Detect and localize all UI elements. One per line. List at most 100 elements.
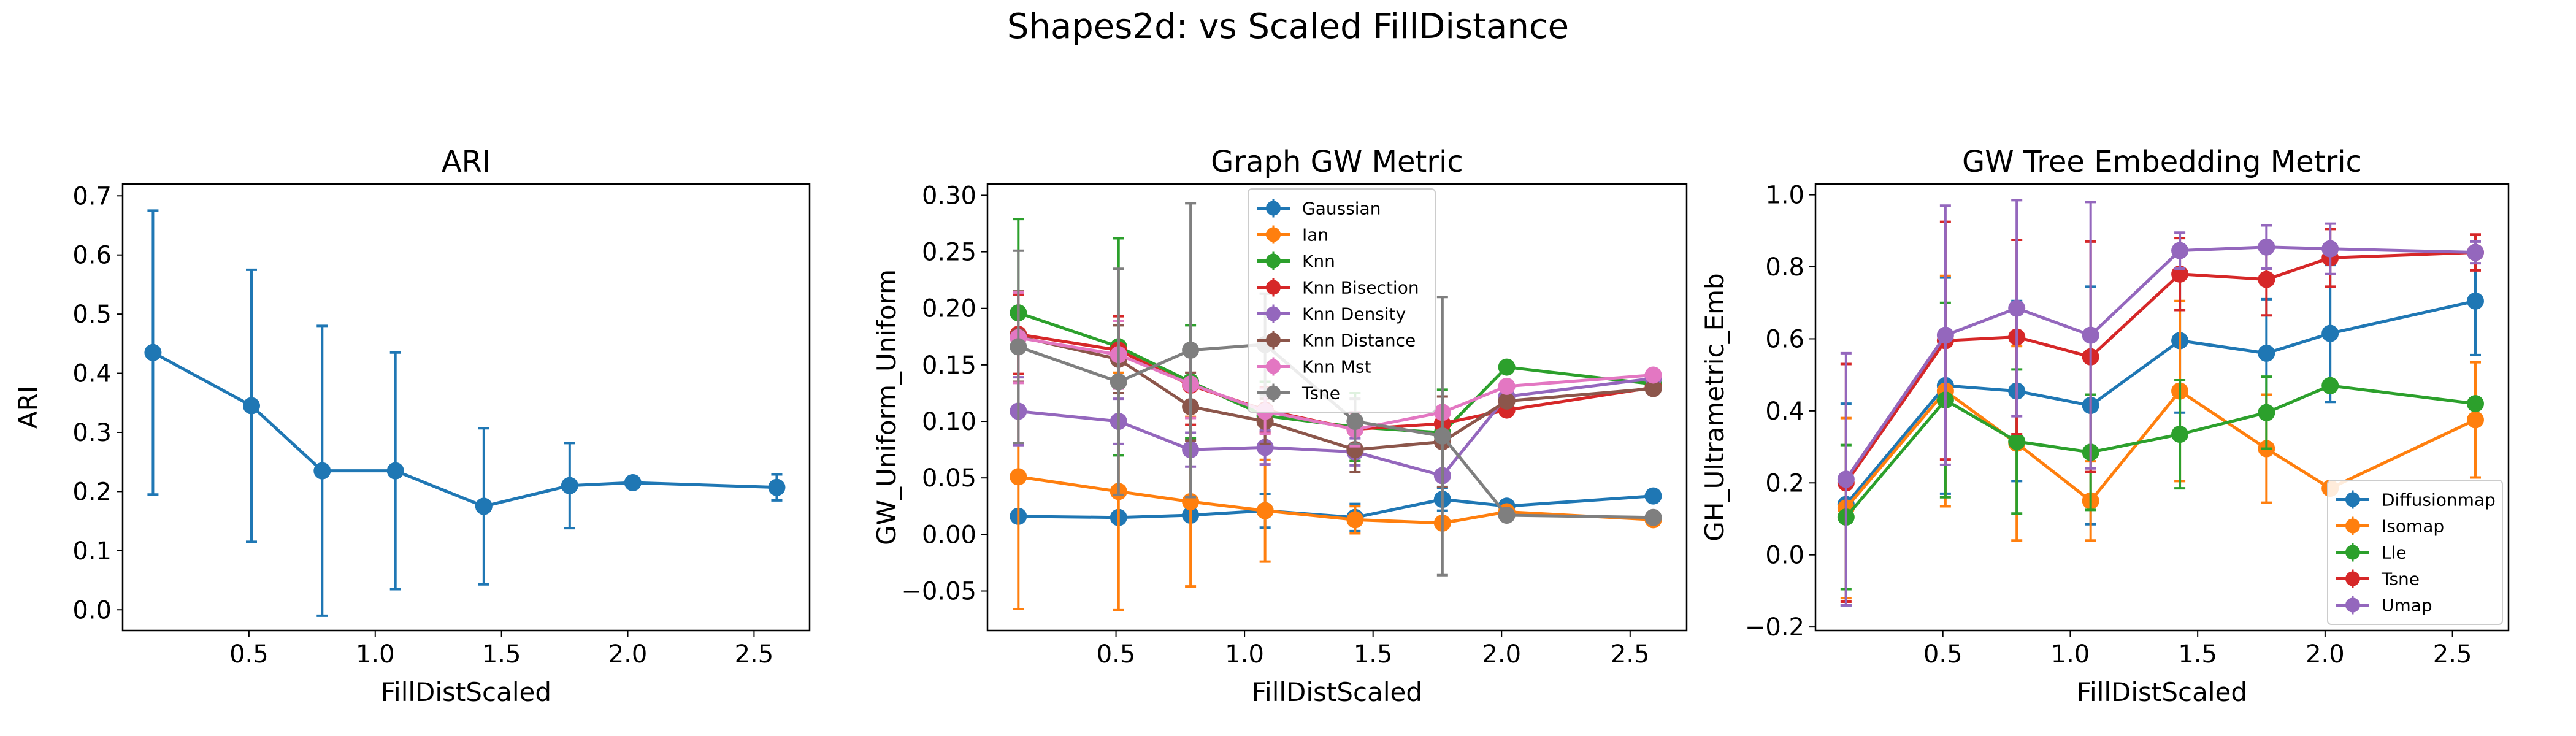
data-point	[561, 477, 578, 494]
legend-label: Knn Density	[1302, 304, 1406, 324]
legend-item-knn-bisection: Knn Bisection	[1257, 278, 1419, 298]
legend-label: Diffusionmap	[2382, 490, 2496, 510]
y-tick-label: 0.15	[922, 351, 976, 380]
legend-marker	[1266, 306, 1281, 321]
legend-item-isomap: Isomap	[2336, 516, 2444, 537]
y-tick-label: 1.0	[1765, 182, 1804, 210]
data-point	[1644, 487, 1662, 505]
x-tick-label: 1.0	[356, 640, 395, 669]
legend-marker	[2345, 518, 2360, 534]
legend-marker	[1266, 385, 1281, 401]
x-axis-label: FillDistScaled	[2077, 677, 2247, 707]
data-point	[2258, 404, 2275, 421]
legend-label: Knn	[1302, 251, 1335, 272]
legend-box	[1248, 188, 1436, 413]
legend-item-gaussian: Gaussian	[1257, 199, 1381, 219]
x-tick-label: 0.5	[229, 640, 269, 669]
legend-item-lle: Lle	[2336, 543, 2407, 563]
y-tick-label: 0.30	[922, 182, 976, 210]
legend-item-tsne: Tsne	[2336, 569, 2420, 589]
subplot-2: 0.5 1.0 1.5 2.0 2.5 −0.05 0.00 0.05 0.10 0.15 0.20…	[872, 145, 1688, 707]
series-line	[1844, 389, 2477, 510]
y-tick-label: 0.3	[72, 419, 112, 447]
data-point	[2008, 299, 2026, 317]
data-point	[1644, 380, 1662, 397]
legend-box	[2327, 480, 2503, 625]
x-axis-label: FillDistScaled	[381, 677, 551, 707]
legend-item-umap: Umap	[2336, 596, 2432, 616]
legend-marker	[1266, 332, 1281, 348]
data-point	[2008, 432, 2026, 450]
legend-marker	[1266, 201, 1281, 216]
y-tick-label: −0.05	[901, 577, 976, 605]
series-line	[1018, 336, 1654, 431]
data-point	[1346, 413, 1364, 431]
y-axis-label: ARI	[13, 386, 43, 429]
y-tick-label: −0.2	[1745, 613, 1804, 642]
y-tick-label: 0.4	[72, 360, 112, 388]
data-point	[2466, 243, 2484, 261]
y-axis-label: GH_Ultrametric_Emb	[1700, 273, 1730, 541]
figure-suptitle: Shapes2d: vs Scaled FillDistance	[1007, 7, 1569, 47]
y-tick-label: 0.0	[1765, 542, 1804, 570]
data-point	[1433, 427, 1451, 445]
series-line	[1844, 251, 2476, 484]
legend-marker	[1266, 280, 1281, 295]
legend-label: Gaussian	[1302, 199, 1381, 219]
subplot-title: Graph GW Metric	[1211, 145, 1463, 179]
legend-label: Knn Mst	[1302, 357, 1371, 377]
y-tick-label: 0.0	[72, 596, 112, 624]
legend-label: Knn Bisection	[1302, 278, 1419, 298]
y-tick-label: 0.7	[72, 182, 112, 210]
data-point	[144, 343, 162, 361]
x-axis-label: FillDistScaled	[1252, 677, 1422, 707]
legend: Diffusionmap Isomap Lle Tsne Umap	[2327, 480, 2503, 625]
subplot-title: GW Tree Embedding Metric	[1962, 145, 2362, 179]
y-tick-label: 0.4	[1765, 397, 1804, 426]
data-point	[1010, 338, 1027, 356]
data-point	[2321, 240, 2339, 258]
subplot-title: ARI	[442, 145, 491, 179]
series-line	[1018, 335, 1654, 451]
legend-label: Isomap	[2382, 516, 2444, 537]
legend-marker	[2345, 571, 2360, 586]
axes-frame	[986, 183, 1688, 632]
data-point	[1936, 326, 1954, 344]
data-point	[2466, 411, 2484, 429]
subplot-1: 0.5 1.0 1.5 2.0 2.5 0.0 0.1 0.2 0.3 0.4 0.5 0.6 0.7 A…	[13, 145, 811, 707]
data-point	[2171, 242, 2189, 259]
legend-item-ian: Ian	[1257, 225, 1328, 245]
data-point	[624, 473, 642, 491]
data-point	[1498, 507, 1516, 524]
legend-marker	[2345, 545, 2360, 560]
series-1	[144, 209, 786, 617]
data-point	[2258, 344, 2275, 362]
series-line	[1844, 245, 2476, 480]
data-point	[386, 462, 404, 480]
legend-item-knn: Knn	[1257, 251, 1335, 272]
data-point	[2258, 270, 2275, 288]
x-tick-label: 1.5	[1354, 640, 1393, 669]
y-tick-label: 0.20	[922, 295, 976, 323]
x-tick-label: 2.5	[735, 640, 774, 669]
data-point	[1010, 468, 1027, 486]
subplot-3: 0.5 1.0 1.5 2.0 2.5 −0.2 0.0 0.2 0.4 0.6 0.8 1.0 GW …	[1700, 145, 2510, 707]
y-tick-label: 0.2	[1765, 469, 1804, 497]
data-point	[243, 397, 260, 415]
data-point	[1346, 511, 1364, 529]
legend-item-tsne: Tsne	[1257, 383, 1340, 404]
data-point	[1182, 341, 1200, 359]
series-line	[152, 351, 777, 508]
y-tick-label: 0.2	[72, 478, 112, 506]
series-umap	[1837, 199, 2484, 607]
data-point	[2082, 326, 2099, 344]
legend-marker	[2345, 597, 2360, 613]
legend-marker	[1266, 359, 1281, 374]
series-gaussian	[1010, 486, 1662, 532]
data-point	[1644, 508, 1662, 526]
legend-marker	[1266, 227, 1281, 242]
series-line	[1018, 377, 1654, 478]
y-tick-label: 0.6	[1765, 325, 1804, 353]
data-point	[1644, 366, 1662, 384]
